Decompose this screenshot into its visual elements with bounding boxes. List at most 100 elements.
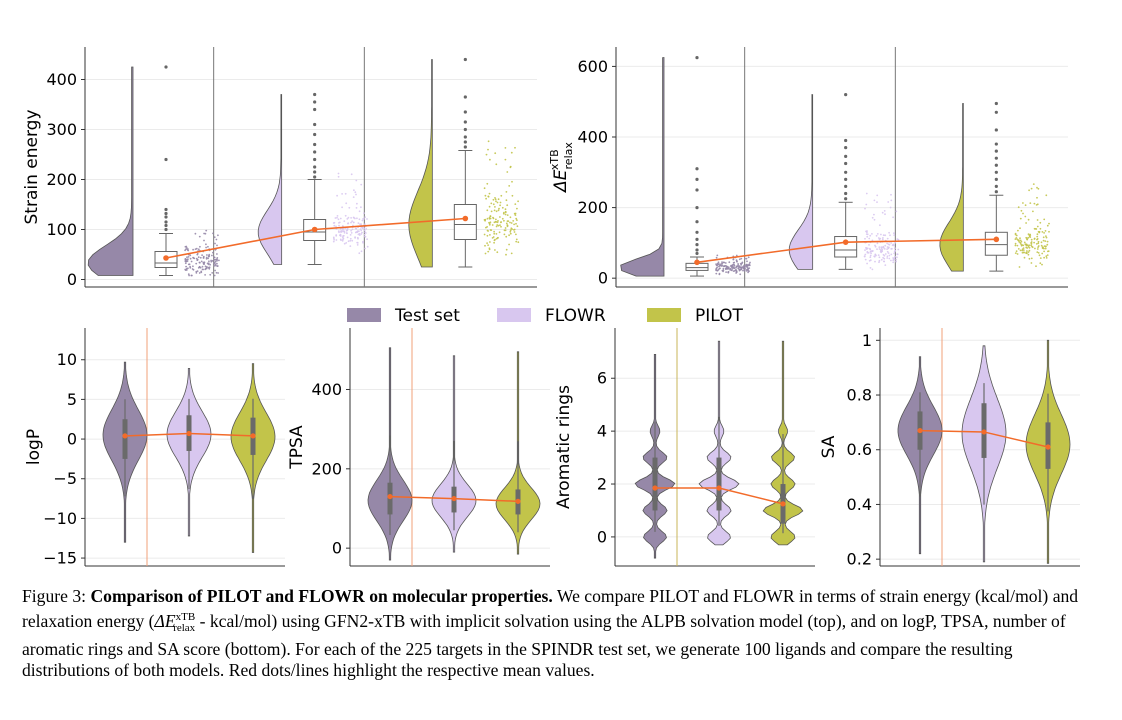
box-pilot <box>984 231 1008 256</box>
rain-point <box>187 258 189 261</box>
rain-point <box>359 228 362 231</box>
rain-point <box>486 209 489 212</box>
outlier-point <box>164 207 168 212</box>
rain-point <box>337 218 340 221</box>
rain-point <box>495 163 498 166</box>
y-axis-label: Strain energy <box>22 110 42 225</box>
rain-point <box>892 259 895 262</box>
rain-point <box>340 230 343 232</box>
rain-point <box>888 257 891 260</box>
rain-point <box>727 266 730 269</box>
rain-point <box>362 240 364 243</box>
rain-point <box>732 258 735 260</box>
rain-point <box>728 261 731 264</box>
outlier-point <box>164 215 168 219</box>
rain-point <box>341 230 344 232</box>
rain-point <box>1022 202 1024 204</box>
rain-point <box>358 210 361 213</box>
rain-point <box>184 258 187 260</box>
rain-point <box>510 227 513 230</box>
rain-point <box>888 231 890 234</box>
rain-point <box>1016 238 1019 241</box>
rain-point <box>731 265 734 268</box>
rain-point <box>508 234 510 237</box>
rain-point <box>214 242 216 245</box>
rain-point <box>742 269 744 272</box>
rain-point <box>194 232 197 235</box>
rain-point <box>356 242 359 244</box>
rain-point <box>364 247 366 250</box>
rain-point <box>1025 246 1028 249</box>
rain-point <box>718 265 720 268</box>
rain-point <box>1045 245 1047 248</box>
rain-point <box>746 268 748 271</box>
rain-point <box>192 248 195 251</box>
y-tick-label: 0 <box>332 539 342 558</box>
rain-point <box>204 267 207 270</box>
rain-point <box>738 269 741 272</box>
rain-point <box>489 217 492 220</box>
y-tick-label: 6 <box>597 369 607 388</box>
rain-point <box>216 265 219 267</box>
rain-point <box>897 238 900 241</box>
rain-point <box>893 252 896 255</box>
rain-point <box>213 256 215 259</box>
rain-point <box>494 249 496 251</box>
rain-point <box>897 248 900 251</box>
y-tick-label: 10 <box>57 350 77 369</box>
rain-point <box>499 224 501 227</box>
outlier-point <box>164 223 168 228</box>
rain-point <box>1027 253 1030 256</box>
rain-point <box>869 250 872 253</box>
rain-point <box>337 172 340 175</box>
rain-point <box>1020 243 1022 245</box>
rain-point <box>890 253 893 256</box>
rain-point <box>1030 257 1033 260</box>
y-tick-label: 400 <box>311 380 342 399</box>
outlier-point <box>695 220 699 224</box>
rain-point <box>199 256 202 259</box>
rain-point <box>1014 242 1017 245</box>
rain-point <box>882 246 884 249</box>
outlier-point <box>844 184 848 189</box>
rain-point <box>516 219 518 222</box>
rain-point <box>720 263 723 265</box>
outlier-point <box>313 175 317 179</box>
rain-point <box>208 260 210 263</box>
rain-point <box>869 254 872 257</box>
rain-point <box>357 237 359 240</box>
rain-point <box>493 221 496 224</box>
rain-point <box>355 193 357 196</box>
mean-point-flowr <box>186 430 192 437</box>
rain-point <box>504 211 507 214</box>
rain-point <box>337 175 340 178</box>
rain-point <box>346 232 348 235</box>
rain-point <box>344 214 347 217</box>
rain-point <box>487 148 489 151</box>
outlier-point <box>313 92 317 97</box>
rain-point <box>509 221 511 224</box>
rain-point <box>876 233 879 235</box>
outlier-point <box>695 55 699 60</box>
rain-point <box>729 268 731 271</box>
rain-point <box>488 221 490 224</box>
rain-point <box>886 237 889 240</box>
rain-point <box>515 217 518 220</box>
rain-point <box>515 238 518 241</box>
rain-point <box>727 268 729 270</box>
rain-point <box>209 273 212 276</box>
rain-point <box>871 250 874 252</box>
rain-point <box>880 249 883 252</box>
rain-point <box>1035 228 1038 230</box>
y-axis-label: ΔErelaxxTB <box>548 142 575 194</box>
rain-point <box>350 221 352 224</box>
rain-point <box>717 268 720 271</box>
rain-point <box>1036 238 1039 240</box>
rain-point <box>185 265 188 268</box>
rain-point <box>890 199 893 202</box>
rain-point <box>1036 225 1039 228</box>
rain-point <box>506 224 509 227</box>
outlier-point <box>994 177 998 181</box>
rain-point <box>718 272 721 275</box>
rain-point <box>510 252 513 255</box>
